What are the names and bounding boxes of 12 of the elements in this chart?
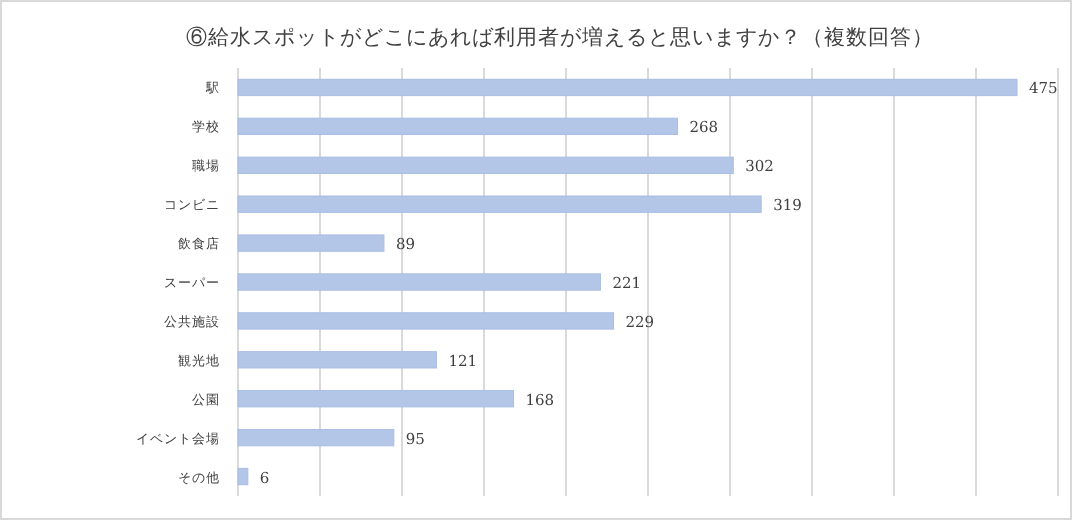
bar <box>237 78 1018 97</box>
bar <box>237 273 601 291</box>
bar <box>237 467 249 486</box>
bar <box>237 351 437 369</box>
bar <box>237 117 679 136</box>
bar <box>237 195 762 213</box>
bar <box>237 156 734 174</box>
bar <box>237 428 395 447</box>
bar <box>237 390 515 408</box>
bar <box>237 234 385 252</box>
chart-title: ⑥給水スポットがどこにあれば利用者が増えると思いますか？（複数回答） <box>186 24 934 50</box>
bar <box>237 312 615 330</box>
